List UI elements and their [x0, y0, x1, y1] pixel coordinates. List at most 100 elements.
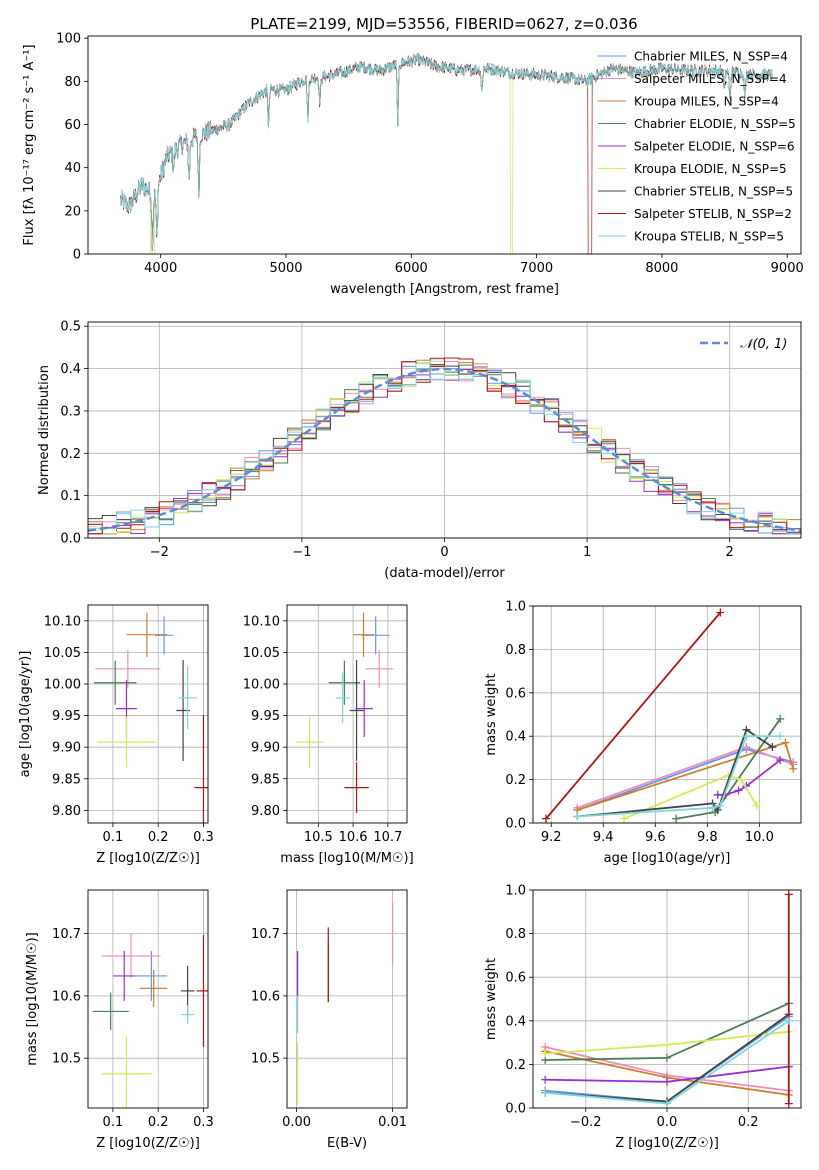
y-tick-label: 0.2 — [60, 447, 81, 462]
residual-histogram — [88, 357, 801, 535]
y-tick-label: 0.0 — [60, 532, 81, 547]
x-tick-label: 9000 — [771, 261, 804, 276]
x-tick-label: 0.3 — [193, 1115, 214, 1130]
plot-area — [92, 934, 208, 1108]
x-axis-label: age [log10(age/yr)] — [604, 851, 731, 866]
weight-marker — [784, 1099, 793, 1108]
x-tick-label: 2 — [726, 545, 734, 560]
figure-title: PLATE=2199, MJD=53556, FIBERID=0627, z=0… — [250, 15, 637, 33]
axes-frame — [87, 321, 802, 539]
y-tick-label: 9.90 — [52, 741, 81, 756]
y-tick-label: 10.7 — [251, 927, 280, 942]
x-axis-label: Z [log10(Z/Z☉)] — [615, 1136, 719, 1151]
weight-marker — [734, 786, 743, 795]
legend-entry: Kroupa STELIB, N_SSP=5 — [634, 230, 784, 244]
residual-histogram — [88, 363, 801, 535]
normal-curve — [88, 367, 801, 532]
y-axis-label: Normed distribution — [37, 365, 52, 495]
weight-marker — [716, 608, 725, 617]
y-tick-label: 0 — [73, 248, 81, 263]
axes-frame — [532, 605, 802, 824]
y-tick-label: 0.6 — [505, 686, 526, 701]
weight-marker — [737, 775, 746, 784]
y-axis-label: mass [log10(M/M☉)] — [25, 932, 40, 1065]
weight-marker — [541, 1088, 550, 1097]
x-tick-label: 9.6 — [645, 830, 666, 845]
weight-marker — [663, 1077, 671, 1086]
chart-weight_vs_age: 9.2 9.4 9.6 9.8 10.0 0.0 0.2 0.4 0.6 0.8 1.0 age [l… — [484, 600, 802, 866]
x-tick-label: 7000 — [520, 261, 553, 276]
weight-series — [623, 774, 758, 820]
weight-marker — [742, 743, 751, 752]
axes-frame — [87, 35, 802, 255]
y-tick-label: 0.0 — [505, 817, 526, 832]
chart-residuals: −2 −1 0 1 2 0.0 0.1 0.2 0.3 0.4 0.5 (data-model)/er… — [37, 320, 802, 581]
y-tick-label: 9.90 — [251, 741, 280, 756]
legend-entry: 𝒩(0, 1) — [740, 337, 787, 352]
x-tick-label: 0 — [440, 545, 448, 560]
chart-spectrum: 4000 5000 6000 7000 8000 9000 0 20 40 60 80 100 wave… — [22, 32, 804, 297]
x-tick-label: −2 — [150, 545, 169, 560]
y-tick-label: 10.6 — [251, 989, 280, 1004]
x-axis-label: mass [log10(M/M☉)] — [280, 851, 413, 866]
axes-frame — [286, 889, 408, 1109]
y-tick-label: 0.1 — [60, 489, 81, 504]
chart-age_vs_mass: 10.5 10.6 10.7 9.80 9.85 9.90 9.95 10.00 10.05 10… — [243, 604, 414, 866]
y-tick-label: 40 — [64, 161, 81, 176]
weight-marker — [573, 812, 582, 821]
y-tick-label: 10.5 — [52, 1052, 81, 1067]
y-tick-label: 10.05 — [243, 646, 280, 661]
x-tick-label: 6000 — [395, 261, 428, 276]
y-tick-label: 20 — [64, 204, 81, 219]
x-axis-label: E(B-V) — [327, 1136, 367, 1151]
weight-marker — [789, 764, 798, 773]
plot-area-unclipped — [541, 890, 793, 1108]
y-tick-label: 0.0 — [505, 1102, 526, 1117]
plot-area — [88, 357, 801, 535]
y-tick-label: 9.95 — [52, 709, 81, 724]
plot-area — [120, 52, 773, 254]
axes-frame — [286, 604, 408, 824]
chart-age_vs_Z: 0.1 0.2 0.3 9.80 9.85 9.90 9.95 10.00 10.05 10.10… — [18, 604, 214, 866]
x-tick-label: 0.2 — [148, 830, 169, 845]
weight-marker — [713, 805, 722, 814]
x-tick-label: 0.01 — [378, 1115, 407, 1130]
axes-frame — [87, 889, 209, 1109]
plot-area — [296, 902, 394, 1105]
plot-area — [295, 612, 394, 813]
plot-area — [93, 612, 208, 823]
x-tick-label: 0.1 — [103, 830, 124, 845]
y-tick-label: 10.10 — [44, 614, 81, 629]
weight-marker — [708, 803, 717, 812]
y-tick-label: 1.0 — [505, 600, 526, 615]
x-tick-label: 10.5 — [304, 830, 333, 845]
y-tick-label: 0.8 — [505, 643, 526, 658]
plot-area-unclipped — [542, 608, 798, 823]
y-tick-label: 9.80 — [52, 804, 81, 819]
legend-entry: Chabrier STELIB, N_SSP=5 — [634, 185, 793, 199]
x-tick-label: 0.3 — [193, 830, 214, 845]
y-tick-label: 9.85 — [52, 772, 81, 787]
x-axis-label: Z [log10(Z/Z☉)] — [96, 1136, 200, 1151]
weight-marker — [663, 1099, 671, 1108]
legend-entry: Chabrier ELODIE, N_SSP=5 — [634, 117, 796, 131]
spectrum-series — [120, 53, 773, 250]
y-tick-label: 10.7 — [52, 927, 81, 942]
y-tick-label: 0.5 — [60, 320, 81, 335]
x-tick-label: 10.7 — [373, 830, 402, 845]
y-tick-label: 10.10 — [243, 614, 280, 629]
x-tick-label: 8000 — [645, 261, 678, 276]
y-tick-label: 10.00 — [243, 677, 280, 692]
weight-marker — [742, 732, 751, 741]
chart-mass_vs_Z: 0.1 0.2 0.3 10.5 10.6 10.7 Z [log10(Z/Z☉)] mass… — [25, 889, 214, 1151]
x-axis-label: wavelength [Angstrom, rest frame] — [330, 282, 559, 297]
y-tick-label: 0.6 — [505, 971, 526, 986]
x-tick-label: 9.4 — [593, 830, 614, 845]
weight-marker — [541, 1075, 550, 1084]
y-tick-label: 0.3 — [60, 404, 81, 419]
legend: Chabrier MILES, N_SSP=4 Salpeter MILES, N… — [598, 50, 796, 244]
weight-marker — [776, 732, 785, 741]
legend-entry: Salpeter MILES, N_SSP=4 — [634, 72, 787, 86]
y-tick-label: 9.85 — [251, 772, 280, 787]
